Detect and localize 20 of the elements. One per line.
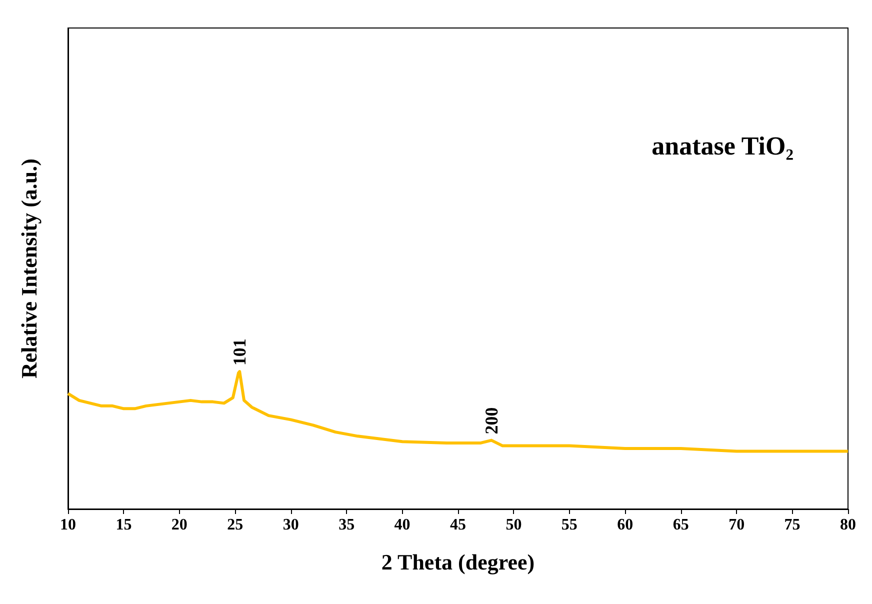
x-tick-label: 10 (60, 516, 76, 534)
x-tick-label: 40 (394, 516, 410, 534)
y-axis-title: Relative Intensity (a.u.) (16, 158, 42, 378)
x-tick-label: 75 (784, 516, 800, 534)
x-tick-label: 35 (338, 516, 355, 534)
annotation: 200 (481, 407, 502, 434)
x-tick-label: 15 (116, 516, 132, 534)
annotation: 101 (230, 338, 250, 366)
x-tick-label: 30 (282, 516, 299, 534)
x-axis-title: 2 Theta (degree) (381, 550, 535, 574)
x-tick-label: 55 (561, 516, 578, 534)
x-tick-label: 45 (450, 516, 466, 534)
x-tick-label: 20 (171, 516, 188, 534)
x-tick-label: 50 (506, 516, 522, 534)
x-tick-label: 70 (728, 516, 745, 534)
text: anatase TiO₂ (652, 132, 794, 160)
x-tick-label: 65 (672, 516, 689, 534)
x-tick-label: 60 (617, 516, 634, 534)
x-tick-label: 25 (227, 516, 244, 534)
x-tick-label: 80 (840, 516, 856, 534)
